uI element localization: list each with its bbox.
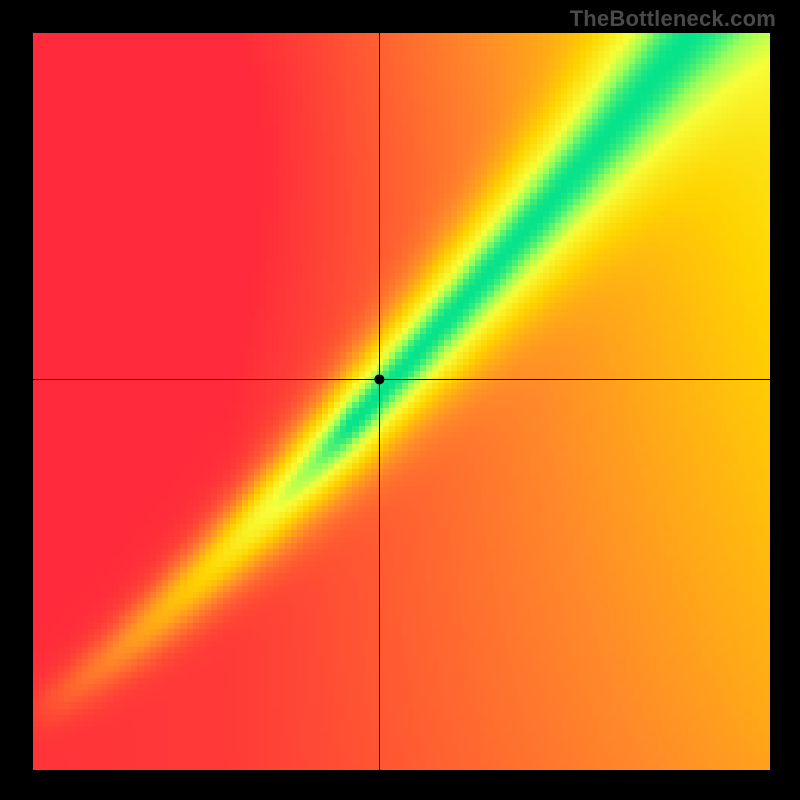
crosshair-overlay (33, 33, 770, 770)
watermark-text: TheBottleneck.com (570, 6, 776, 32)
